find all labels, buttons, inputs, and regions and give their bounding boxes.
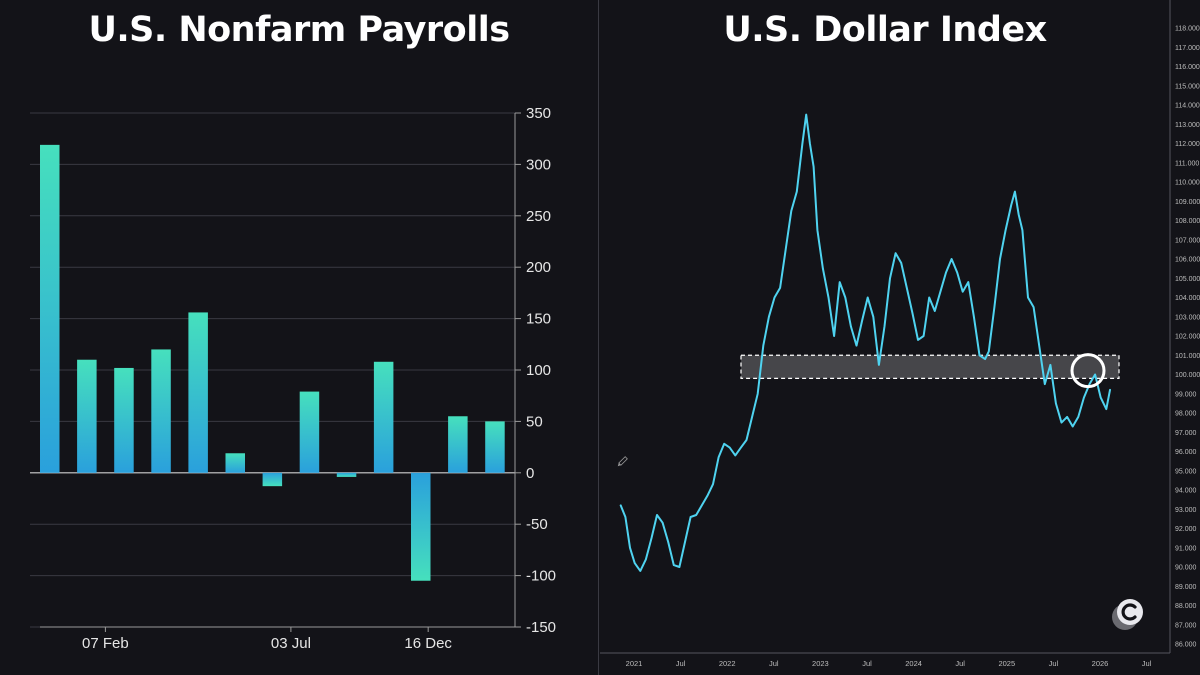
y-tick-label: 103.000 bbox=[1175, 314, 1200, 321]
x-tick-label: 07 Feb bbox=[82, 635, 129, 652]
y-tick-label: 350 bbox=[526, 105, 551, 122]
y-tick-label: 117.000 bbox=[1175, 45, 1200, 52]
y-tick-label: 89.000 bbox=[1175, 584, 1197, 591]
y-tick-label: 86.000 bbox=[1175, 642, 1197, 649]
dollar-index-chart: 118.000 117.000 116.000 115.000 114.000 113.0… bbox=[600, 0, 1200, 668]
y-tick-label: 106.000 bbox=[1175, 257, 1200, 264]
y-tick-label: 88.000 bbox=[1175, 603, 1197, 610]
brand-logo-icon bbox=[1112, 599, 1143, 630]
x-tick-label: Jul bbox=[1142, 659, 1152, 668]
highlight-band bbox=[740, 354, 1120, 379]
x-tick-label: 03 Jul bbox=[271, 635, 311, 652]
y-tick-label: 110.000 bbox=[1175, 180, 1200, 187]
y-tick-label: -50 bbox=[526, 516, 548, 533]
y-tick-label: 98.000 bbox=[1175, 411, 1197, 418]
y-tick-label: 113.000 bbox=[1175, 122, 1200, 129]
y-tick-label: 108.000 bbox=[1175, 218, 1200, 225]
dollar-index-panel: U.S. Dollar Index 118.000 117.000 116.000 1… bbox=[600, 0, 1200, 675]
y-tick-label: 99.000 bbox=[1175, 391, 1197, 398]
circle-marker bbox=[1070, 353, 1106, 389]
y-tick-label: 250 bbox=[526, 208, 551, 225]
x-tick-label: Jul bbox=[769, 659, 779, 668]
y-tick-label: 93.000 bbox=[1175, 507, 1197, 514]
y-tick-label: 104.000 bbox=[1175, 295, 1200, 302]
y-tick-label: 96.000 bbox=[1175, 449, 1197, 456]
y-tick-label: 115.000 bbox=[1175, 83, 1200, 90]
y-tick-label: 300 bbox=[526, 156, 551, 173]
panel-divider bbox=[598, 0, 599, 675]
bar bbox=[485, 421, 505, 473]
left-chart-title: U.S. Nonfarm Payrolls bbox=[88, 10, 510, 50]
x-tick-label: 2024 bbox=[905, 659, 922, 668]
bar bbox=[40, 144, 60, 473]
y-tick-label: 100 bbox=[526, 362, 551, 379]
nonfarm-payrolls-panel: U.S. Nonfarm Payrolls 350 300 250 200 150 100… bbox=[0, 0, 598, 675]
y-tick-label: 50 bbox=[526, 413, 543, 430]
x-tick-label: Jul bbox=[676, 659, 686, 668]
x-tick-label: 2022 bbox=[719, 659, 736, 668]
x-tick-label: Jul bbox=[1049, 659, 1059, 668]
bar bbox=[151, 349, 171, 473]
y-tick-label: 87.000 bbox=[1175, 622, 1197, 629]
y-tick-label: 112.000 bbox=[1175, 141, 1200, 148]
y-tick-label: 90.000 bbox=[1175, 565, 1197, 572]
y-tick-label: 101.000 bbox=[1175, 353, 1200, 360]
y-tick-label: -100 bbox=[526, 568, 556, 585]
y-tick-label: 100.000 bbox=[1175, 372, 1200, 379]
x-tick-label: Jul bbox=[862, 659, 872, 668]
y-tick-label: 91.000 bbox=[1175, 545, 1197, 552]
right-chart-title: U.S. Dollar Index bbox=[723, 10, 1047, 50]
x-tick-label: 2021 bbox=[626, 659, 643, 668]
bar bbox=[114, 367, 134, 473]
series-line bbox=[619, 113, 1111, 572]
y-tick-label: 111.000 bbox=[1175, 160, 1199, 167]
y-tick-label: 109.000 bbox=[1175, 199, 1200, 206]
y-tick-label: 114.000 bbox=[1175, 103, 1200, 110]
y-tick-label: 97.000 bbox=[1175, 430, 1197, 437]
nonfarm-payrolls-chart: 350 300 250 200 150 100 50 0 -50 -100 -150 07 Feb 03… bbox=[30, 105, 556, 652]
y-tick-label: 0 bbox=[526, 465, 534, 482]
y-tick-label: 92.000 bbox=[1175, 526, 1197, 533]
x-tick-label: 16 Dec bbox=[404, 635, 452, 652]
bar bbox=[262, 472, 283, 487]
y-tick-label: -150 bbox=[526, 619, 556, 636]
bar bbox=[448, 416, 468, 473]
bar bbox=[373, 361, 394, 473]
y-tick-label: 107.000 bbox=[1175, 237, 1200, 244]
x-tick-label: Jul bbox=[955, 659, 965, 668]
pencil-icon[interactable] bbox=[617, 456, 628, 468]
bar bbox=[225, 453, 245, 473]
bar bbox=[77, 359, 97, 473]
y-tick-label: 200 bbox=[526, 259, 551, 276]
y-tick-label: 116.000 bbox=[1175, 64, 1200, 71]
x-tick-label: 2025 bbox=[998, 659, 1015, 668]
y-tick-label: 118.000 bbox=[1175, 26, 1200, 33]
y-tick-label: 95.000 bbox=[1175, 468, 1197, 475]
bar bbox=[336, 472, 357, 477]
x-tick-label: 2023 bbox=[812, 659, 829, 668]
bar bbox=[299, 391, 320, 473]
y-tick-label: 105.000 bbox=[1175, 276, 1200, 283]
x-tick-label: 2026 bbox=[1092, 659, 1109, 668]
y-tick-label: 94.000 bbox=[1175, 488, 1197, 495]
y-tick-label: 102.000 bbox=[1175, 334, 1200, 341]
bar bbox=[188, 312, 208, 473]
bar bbox=[411, 472, 431, 581]
y-tick-label: 150 bbox=[526, 311, 551, 328]
